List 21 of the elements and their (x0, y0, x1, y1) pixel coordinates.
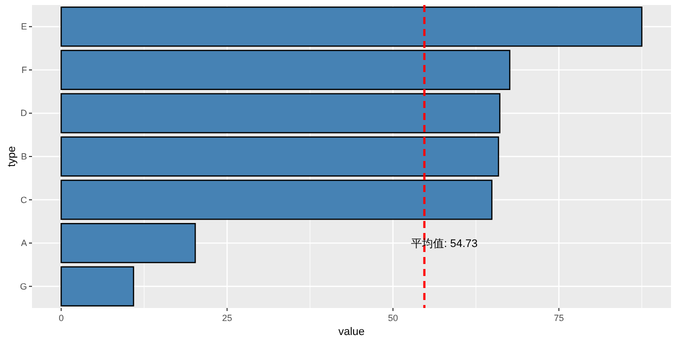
y-tick-label: B (20, 152, 27, 162)
y-tick-label: E (20, 22, 27, 32)
bar (60, 93, 500, 134)
y-tick-label: F (22, 64, 28, 75)
x-tick-label: 75 (554, 313, 564, 323)
bar (60, 180, 492, 220)
y-tick-label: A (20, 238, 27, 248)
x-tick-label: 25 (222, 313, 232, 323)
x-tick-label: 50 (388, 313, 398, 323)
bar (60, 136, 500, 177)
bar (60, 6, 642, 47)
x-axis-title: value (338, 326, 365, 338)
bar (60, 222, 196, 264)
y-tick-label: D (20, 108, 28, 118)
x-tick-label: 0 (58, 313, 64, 323)
y-tick-label: C (20, 194, 28, 205)
bar (60, 266, 134, 306)
y-tick-label: G (20, 281, 27, 292)
ref-line-label: 平均值: 54.73 (411, 238, 478, 250)
bar (60, 50, 510, 90)
y-axis-title: type (6, 146, 18, 167)
